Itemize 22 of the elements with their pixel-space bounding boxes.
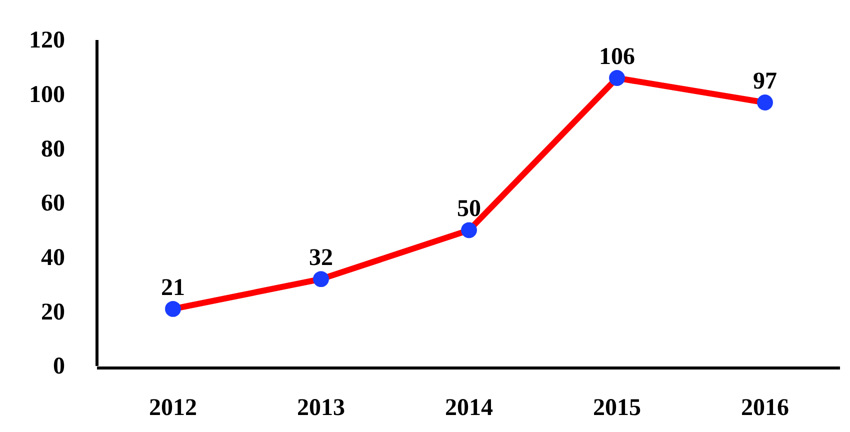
y-tick-label: 80 [41,136,65,162]
point [165,300,181,317]
x-tick-label: 2012 [149,395,197,422]
data-label: 50 [457,196,481,222]
point [609,70,625,86]
y-tick-label: 100 [29,82,65,108]
point [461,222,477,238]
point [757,94,773,110]
x-tick-label: 2016 [741,395,789,422]
data-label: 21 [161,274,185,301]
data-label: 32 [309,245,333,272]
x-tick-label: 2015 [593,395,641,422]
y-tick-label: 40 [41,245,65,272]
y-tick-label: 120 [29,28,65,54]
x-tick-label: 2014 [445,395,493,422]
y-tick-label: 20 [41,299,65,326]
y-tick-label: 60 [41,190,65,217]
data-label: 97 [753,68,777,94]
point [313,271,329,288]
x-tick-label: 2013 [297,395,345,422]
y-tick-label: 0 [53,354,65,380]
data-label: 106 [599,44,635,70]
